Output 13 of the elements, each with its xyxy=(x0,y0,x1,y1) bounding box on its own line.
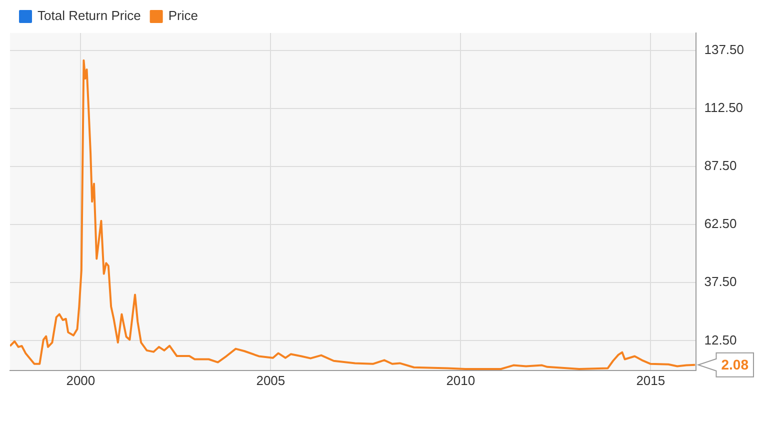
legend-label: Total Return Price xyxy=(38,8,141,24)
x-tick-label: 2000 xyxy=(66,372,96,388)
y-tick-label: 62.50 xyxy=(704,216,737,232)
y-tick-label: 87.50 xyxy=(704,158,737,174)
x-tick-label: 2015 xyxy=(636,372,666,388)
legend-label: Price xyxy=(168,8,198,24)
y-tick-label: 37.50 xyxy=(704,274,737,290)
y-tick-label: 12.50 xyxy=(704,332,737,348)
y-tick-label: 112.50 xyxy=(704,100,744,116)
x-tick-label: 2005 xyxy=(256,372,286,388)
text: 2.08 xyxy=(721,356,749,373)
x-tick-label: 2010 xyxy=(446,372,476,388)
y-tick-label: 137.50 xyxy=(704,42,744,57)
